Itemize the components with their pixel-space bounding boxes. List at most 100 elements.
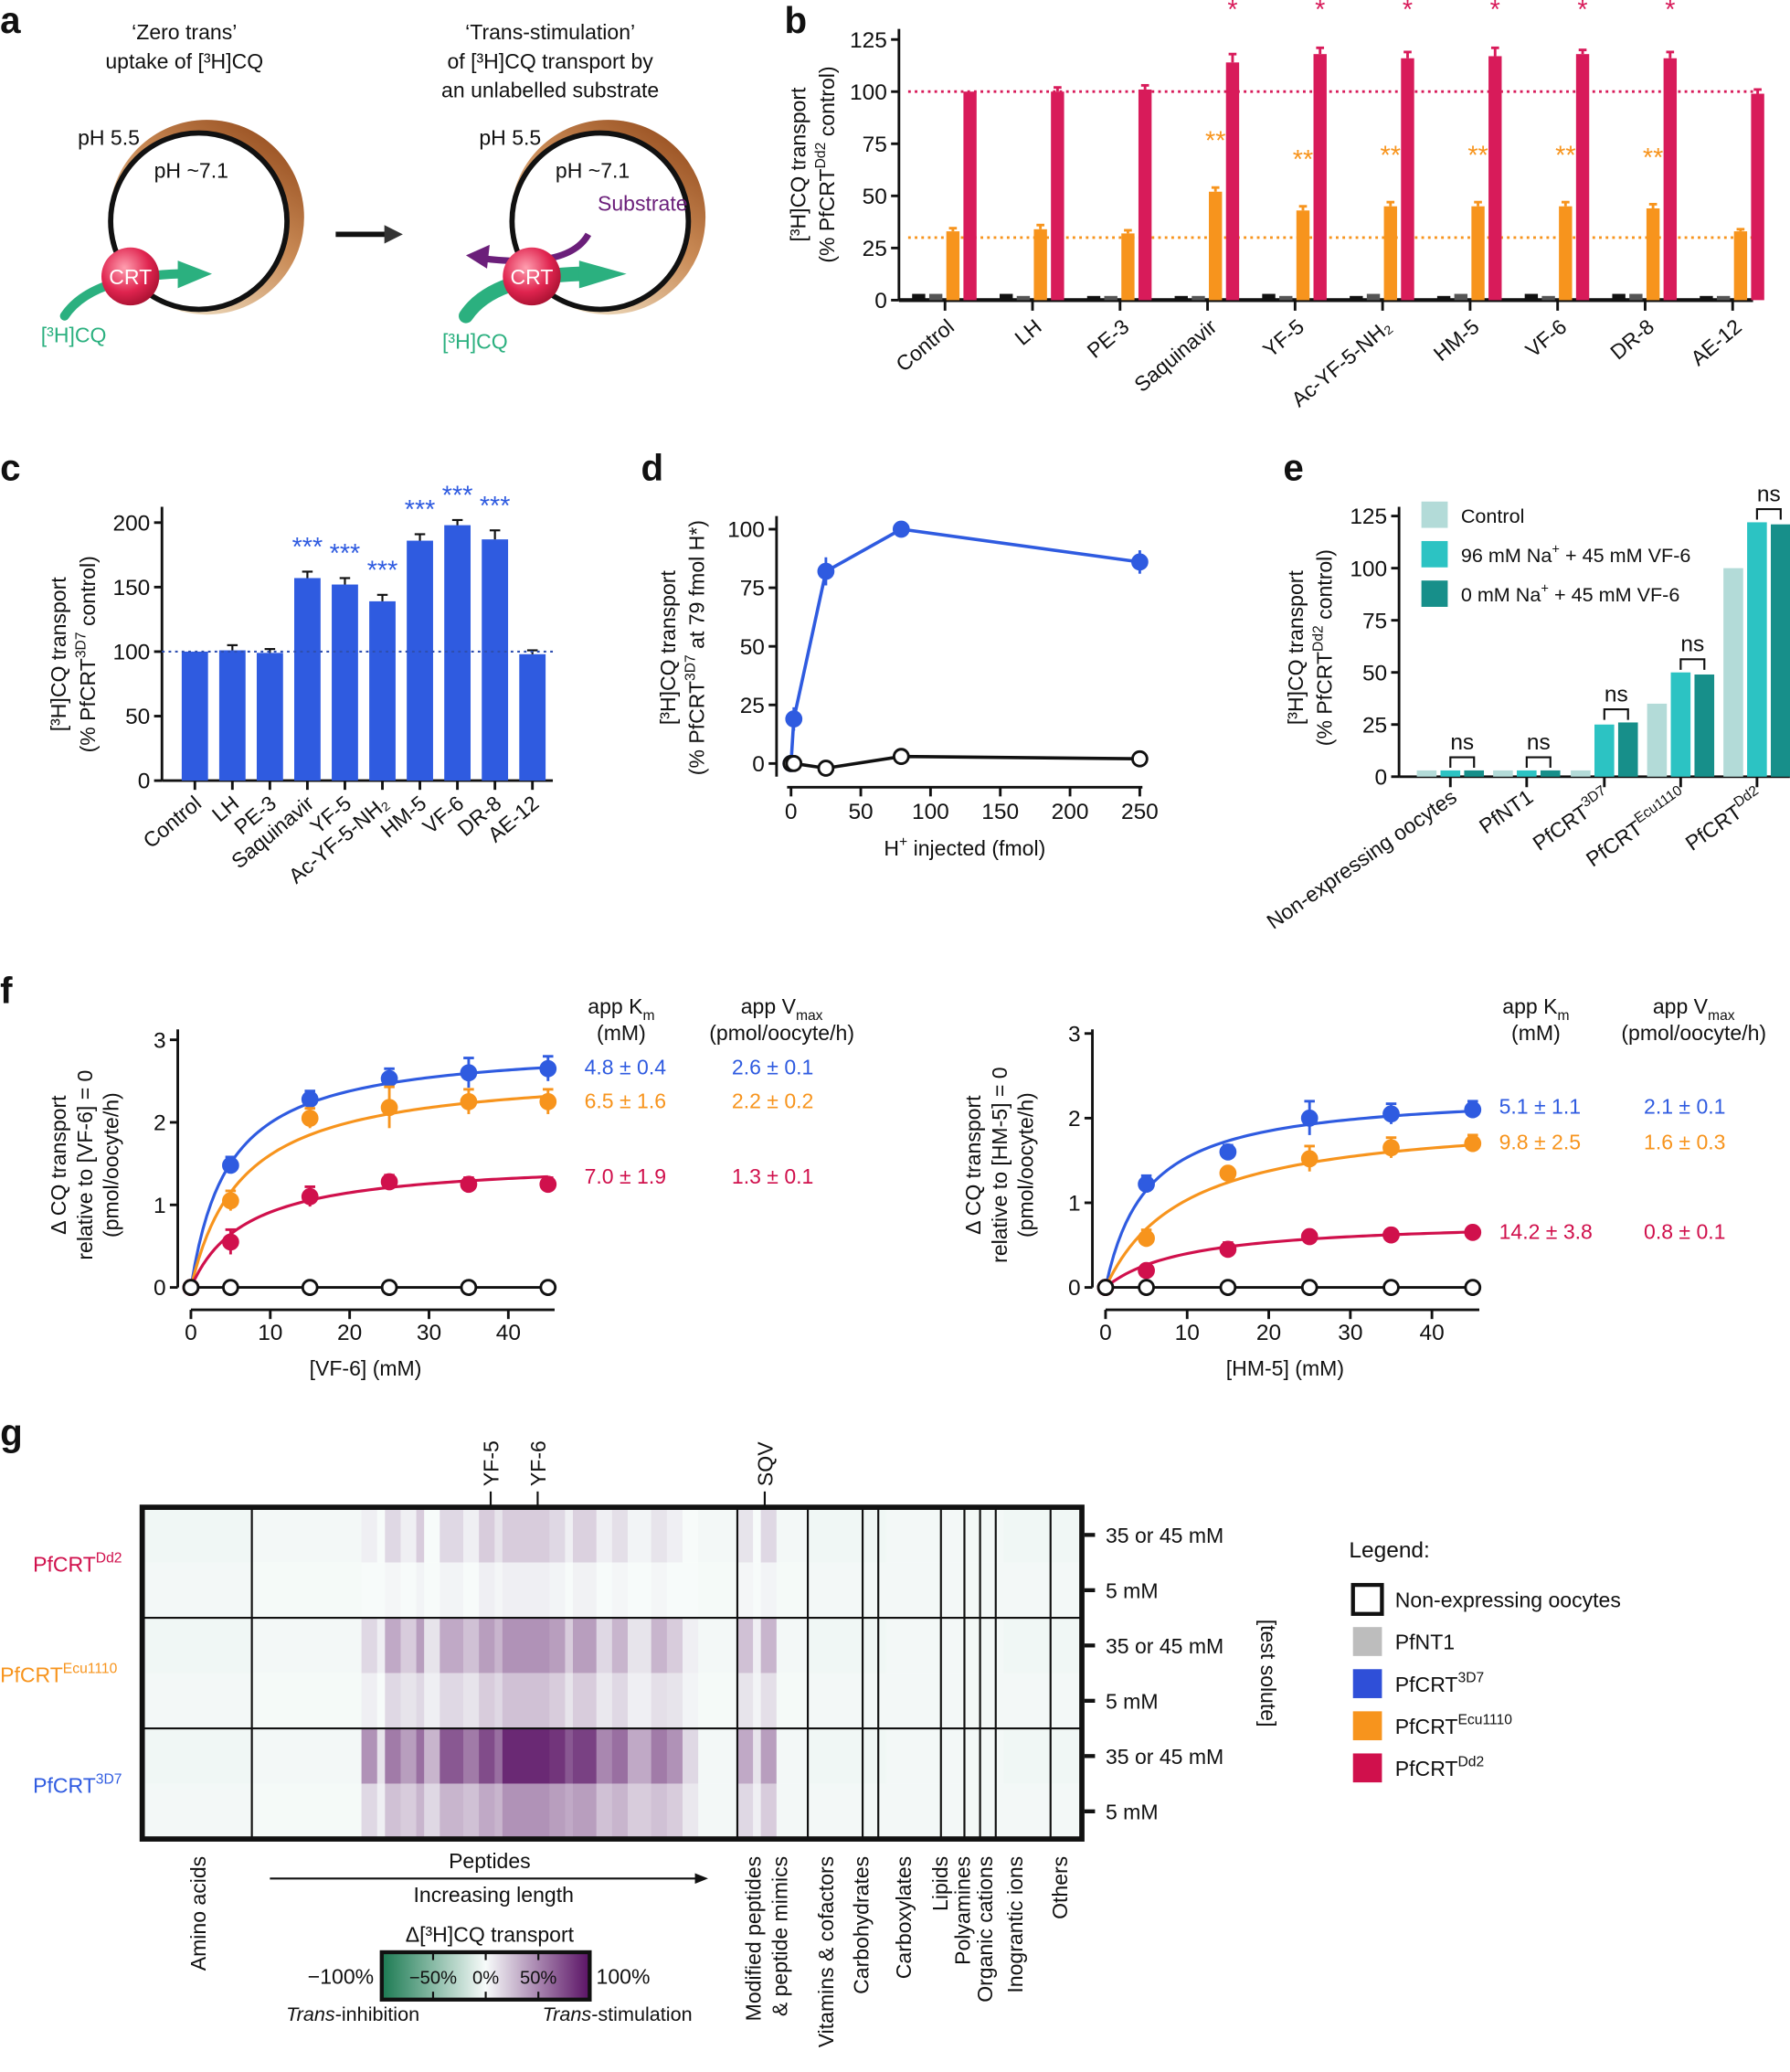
chart-d-y-label-base: (% PfCRT bbox=[685, 681, 709, 775]
chart-c-y-tick-label: 0 bbox=[138, 770, 151, 794]
heatmap-cell bbox=[596, 1618, 613, 1674]
heatmap-cell bbox=[736, 1562, 754, 1619]
chart-b-bar bbox=[1350, 295, 1363, 301]
heatmap-cell bbox=[760, 1673, 778, 1729]
chart-f-right-data-point bbox=[1138, 1175, 1155, 1193]
transition-arrowhead bbox=[384, 225, 403, 244]
chart-f-left-data-point bbox=[380, 1069, 398, 1088]
chart-c-y-tick-label: 200 bbox=[112, 511, 150, 536]
chart-f-right-x-label: [HM-5] (mM) bbox=[1226, 1356, 1344, 1380]
chart-e-y-tick-label: 0 bbox=[1375, 765, 1388, 790]
chart-e-bar bbox=[1571, 770, 1591, 777]
chart-e-legend-label: 0 mM Na+ + 45 mM VF-6 bbox=[1461, 581, 1680, 606]
crt-label: CRT bbox=[109, 265, 152, 289]
chart-e-y-tick-label: 75 bbox=[1362, 609, 1387, 633]
chart-b-bar bbox=[1700, 295, 1713, 301]
chart-c-bar bbox=[407, 540, 433, 781]
chart-d-y-tick-label: 25 bbox=[740, 694, 765, 718]
chart-e-significance-label: ns bbox=[1450, 730, 1474, 755]
chart-c-bar bbox=[482, 539, 509, 781]
chart-c-y-tick-label: 150 bbox=[112, 576, 150, 600]
chart-f-left-data-point bbox=[222, 1192, 239, 1210]
chart-f-right-vmax-value: 1.6 ± 0.3 bbox=[1644, 1130, 1725, 1153]
chart-b-y-tick-label: 25 bbox=[863, 237, 887, 261]
heatmap-cell bbox=[776, 1728, 809, 1784]
legend-swatch bbox=[1352, 1711, 1382, 1741]
heatmap-cell bbox=[760, 1728, 778, 1784]
chart-e-y-label: (% PfCRTDd2 control) bbox=[1310, 549, 1336, 746]
heatmap-row-group-label-base: PfCRT bbox=[33, 1553, 96, 1577]
heatmap-cell bbox=[502, 1673, 550, 1729]
heatmap-cell bbox=[596, 1562, 613, 1619]
chart-f-left-fit-curve bbox=[189, 1174, 548, 1289]
chart-b-bar bbox=[1541, 295, 1555, 301]
heatmap-cell bbox=[440, 1783, 464, 1840]
panel-label-b: b bbox=[785, 0, 808, 41]
chart-f-left-km-header: app Km bbox=[588, 994, 654, 1024]
heatmap-cell bbox=[479, 1507, 495, 1563]
heatmap-cell bbox=[736, 1673, 754, 1729]
legend-label-superscript: Dd2 bbox=[1457, 1755, 1484, 1770]
chart-f-right-y-label: relative to [HM-5] = 0 bbox=[988, 1067, 1012, 1262]
heatmap-row-group-label-superscript: Ecu1110 bbox=[63, 1661, 118, 1676]
chart-e-significance-bracket bbox=[1755, 507, 1782, 520]
heatmap-cell bbox=[416, 1507, 425, 1563]
chart-b-bar bbox=[1612, 293, 1626, 301]
chart-f-right-y-tick-label: 3 bbox=[1068, 1022, 1081, 1047]
heatmap-cell bbox=[596, 1783, 613, 1840]
chart-d-x-tick-label: 50 bbox=[848, 800, 873, 824]
heatmap-cell bbox=[565, 1728, 574, 1784]
chart-b-category-label: LH bbox=[1010, 314, 1045, 350]
chart-f-right-x-tick-label: 0 bbox=[1099, 1321, 1112, 1345]
heatmap-cell bbox=[596, 1673, 613, 1729]
heatmap-cell bbox=[424, 1673, 440, 1729]
chart-f-right-vmax-value: 2.1 ± 0.1 bbox=[1644, 1094, 1725, 1118]
heatmap-category-label: Lipids bbox=[928, 1856, 952, 1911]
legend-label-base: PfCRT bbox=[1395, 1757, 1458, 1780]
heatmap-cell bbox=[565, 1562, 574, 1619]
ph-outside-label: pH 5.5 bbox=[479, 125, 541, 149]
heatmap-category-label: Polyamines bbox=[951, 1856, 975, 1965]
crt-transporter bbox=[503, 247, 561, 306]
chart-e-bar bbox=[1416, 770, 1437, 777]
heatmap-cell bbox=[760, 1783, 778, 1840]
heatmap-category-label: Organic cations bbox=[973, 1856, 997, 2003]
chart-e-y-label: [³H]CQ transport bbox=[1284, 570, 1308, 726]
legend-swatch bbox=[1352, 1753, 1382, 1783]
heatmap-cell bbox=[251, 1507, 363, 1563]
chart-b-bar bbox=[1383, 206, 1397, 301]
chart-f-left-data-point bbox=[182, 1279, 200, 1296]
heatmap-cell bbox=[776, 1783, 809, 1840]
caption-rest: -stimulation bbox=[591, 2003, 692, 2025]
panel-label-e: e bbox=[1283, 447, 1303, 489]
heatmap-cell bbox=[440, 1507, 464, 1563]
heatmap-cell bbox=[494, 1673, 503, 1729]
heatmap-cell bbox=[361, 1728, 378, 1784]
chart-b-y-tick-label: 50 bbox=[863, 185, 887, 209]
heatmap-cell bbox=[808, 1507, 887, 1563]
heatmap-cell bbox=[549, 1783, 566, 1840]
heatmap-cell bbox=[385, 1673, 401, 1729]
chart-d-y-label-superscript: 3D7 bbox=[683, 654, 698, 681]
chart-e-category-label: Non-expressing oocytes bbox=[1263, 784, 1461, 933]
heatmap-cell bbox=[736, 1783, 754, 1840]
heatmap-cell bbox=[400, 1562, 418, 1619]
chart-f-right-km-unit: (mM) bbox=[1511, 1021, 1561, 1045]
chart-f-left-data-point bbox=[460, 1064, 478, 1082]
heatmap-cell bbox=[385, 1618, 401, 1674]
cq-arrowhead bbox=[578, 260, 627, 289]
chart-c-bar bbox=[294, 578, 321, 781]
chart-e-legend-label-superscript: + bbox=[1541, 581, 1549, 596]
chart-b-significance: * bbox=[1315, 0, 1325, 25]
chart-f-left-data-point bbox=[539, 1093, 557, 1110]
ph-outside-label: pH 5.5 bbox=[78, 125, 140, 149]
heatmap-row-sublabel: 35 or 45 mM bbox=[1106, 1745, 1223, 1769]
chart-d-y-tick-label: 50 bbox=[740, 635, 765, 660]
chart-f-left-data-point bbox=[380, 1279, 398, 1296]
colorbar-tick-label: 50% bbox=[520, 1969, 556, 1989]
chart-f-right-data-point bbox=[1464, 1224, 1482, 1241]
chart-c-significance: *** bbox=[330, 539, 361, 568]
chart-f-right-km-header: app Km bbox=[1502, 994, 1569, 1024]
heatmap-border bbox=[139, 1504, 1085, 1842]
heatmap-category-label: Inograntic ions bbox=[1003, 1856, 1027, 1993]
